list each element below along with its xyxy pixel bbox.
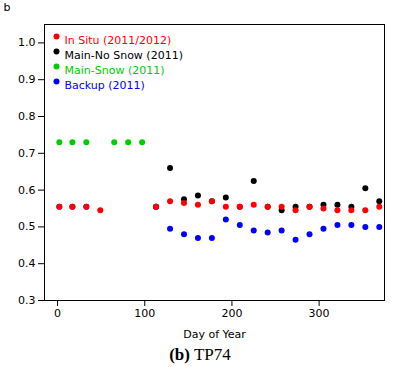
svg-text:In Situ (2011/2012): In Situ (2011/2012)	[65, 34, 172, 47]
svg-text:0.6: 0.6	[18, 184, 36, 197]
svg-text:0.5: 0.5	[18, 220, 36, 233]
svg-text:Main-Snow (2011): Main-Snow (2011)	[65, 64, 165, 77]
svg-text:0.8: 0.8	[18, 110, 36, 123]
svg-text:b: b	[4, 1, 11, 14]
svg-text:Main-No Snow (2011): Main-No Snow (2011)	[65, 49, 183, 62]
svg-text:0.9: 0.9	[18, 73, 36, 86]
svg-text:0.3: 0.3	[18, 294, 36, 307]
svg-text:Backup (2011): Backup (2011)	[65, 79, 145, 92]
svg-text:0.4: 0.4	[18, 257, 36, 270]
svg-text:200: 200	[221, 307, 242, 320]
svg-text:300: 300	[309, 307, 330, 320]
svg-text:100: 100	[134, 307, 155, 320]
html-text:(b) TP74: (b) TP74	[169, 345, 231, 364]
svg-text:1.0: 1.0	[18, 36, 36, 49]
svg-text:0.7: 0.7	[18, 147, 36, 160]
svg-text:0: 0	[54, 307, 61, 320]
svg-text:Day of Year: Day of Year	[183, 328, 246, 341]
